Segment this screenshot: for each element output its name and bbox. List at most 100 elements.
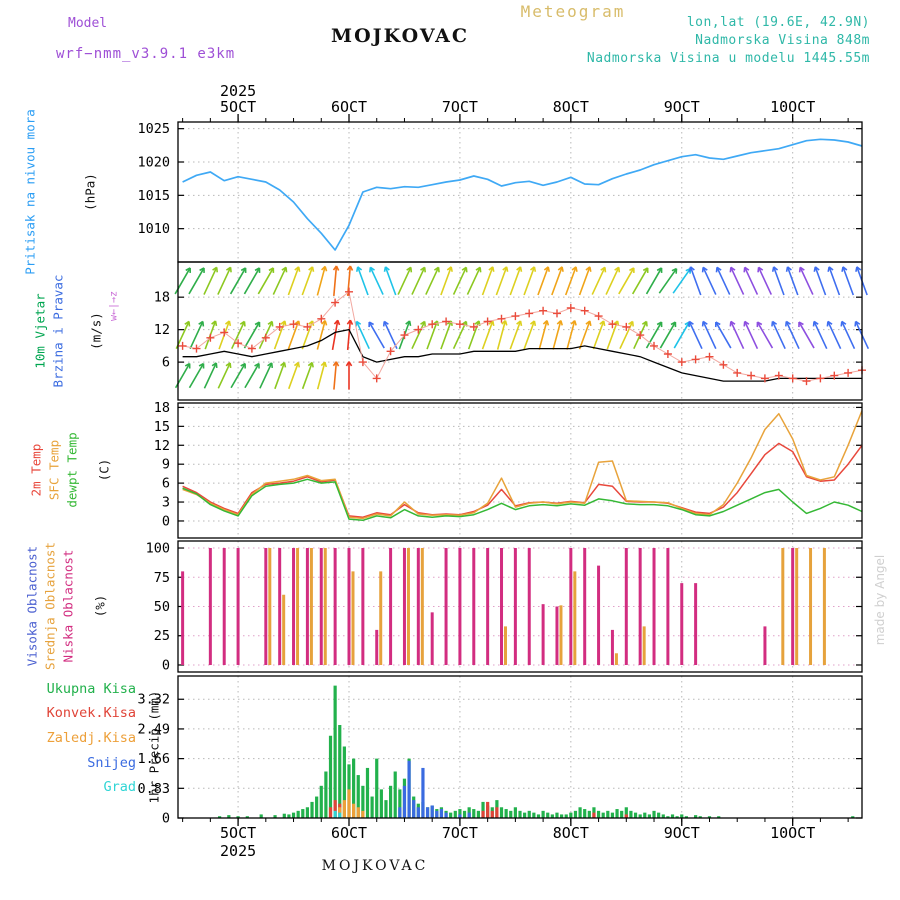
wind-barb xyxy=(842,266,855,296)
wind-barb-head xyxy=(687,321,691,327)
wind-barb-head xyxy=(345,361,350,367)
wind-barb xyxy=(716,267,731,295)
wind-barb xyxy=(257,267,275,295)
wind-barb-head xyxy=(346,265,351,271)
wind-barb xyxy=(383,321,398,349)
wind-barb-head xyxy=(405,320,411,325)
wind-barb xyxy=(814,266,827,296)
wind-barb xyxy=(369,267,384,295)
wind-barb xyxy=(316,361,326,390)
wind-barb-head xyxy=(225,266,232,271)
wind-barb-head xyxy=(333,319,339,325)
wind-barb-head xyxy=(475,266,481,271)
wind-barb-head xyxy=(600,266,606,271)
x-tick-label-bottom: 7OCT xyxy=(442,824,478,842)
wind-barb-head xyxy=(198,320,204,325)
cloud-mid-label: Srednja Oblacnost xyxy=(42,542,58,670)
wind-barb-head xyxy=(671,267,677,272)
wind-barb-head xyxy=(211,320,216,325)
model-label: Model xyxy=(68,16,108,31)
wind-barb xyxy=(538,320,548,350)
wind-barb-head xyxy=(224,320,230,325)
wind-barb-head xyxy=(280,361,285,367)
wind-barb xyxy=(715,321,732,349)
wind-barb xyxy=(188,267,205,295)
wind-barb-head xyxy=(641,320,647,325)
wind-barb-head xyxy=(827,266,830,272)
y-tick-label: 50 xyxy=(154,599,170,615)
wind-barb-head xyxy=(812,321,815,327)
wind-barb-head xyxy=(813,266,817,272)
watermark: made by Angel xyxy=(873,554,887,646)
elevation-text: Nadmorska Visina 848m xyxy=(695,33,870,48)
panel-frame xyxy=(177,402,863,539)
wind-barb xyxy=(346,265,352,296)
wind-barb-head xyxy=(254,321,260,326)
wind-barb xyxy=(425,267,440,295)
y-tick-label: 3 xyxy=(162,495,170,511)
wind-barb-head xyxy=(433,266,439,271)
wind-barb xyxy=(591,267,606,295)
wind-barb xyxy=(509,266,522,296)
wind-barb xyxy=(452,321,467,349)
y-tick-label: 1010 xyxy=(137,221,170,237)
x-tick-label-top: 8OCT xyxy=(553,98,589,116)
wind-barb xyxy=(605,267,620,295)
model-name: wrf−nmm_v3.9.1 e3km xyxy=(56,46,236,62)
wind-barb xyxy=(786,266,799,296)
wind-speed-markers xyxy=(178,287,866,386)
wind-barb xyxy=(537,266,549,296)
wind-barb-head xyxy=(198,362,204,367)
panel-pressure: 1010 1015 1020 1025 xyxy=(137,121,863,263)
x-tick-label-top: 5OCT xyxy=(220,98,256,116)
wind-barb-head xyxy=(307,361,313,367)
wind-barb-head xyxy=(474,320,480,325)
wind-barb xyxy=(618,267,635,295)
y-tick-label: 18 xyxy=(154,290,170,306)
wind-barb xyxy=(440,320,452,350)
y-tick-label: 6 xyxy=(162,476,170,492)
wind-barb xyxy=(645,267,663,295)
footer-station-title: MOJKOVAC xyxy=(321,858,429,874)
wind-barb-head xyxy=(488,320,494,325)
wind-barb-head xyxy=(211,362,217,367)
wind-barb-head xyxy=(225,362,231,367)
wind-barb-head xyxy=(841,266,844,272)
wind-barb-head xyxy=(656,321,662,326)
wind-barb xyxy=(523,266,536,296)
model-elevation-text: Nadmorska Visina u modelu 1445.55m xyxy=(586,51,870,66)
wind-barb xyxy=(772,266,785,296)
wind-barb xyxy=(552,320,562,350)
wind-barb xyxy=(659,321,677,349)
wind-barb-head xyxy=(382,321,386,327)
wind-barb-head xyxy=(599,320,605,325)
temp-2m-label: 2m Temp xyxy=(28,443,44,497)
wind-barb-head xyxy=(516,320,522,325)
temp-sfc-label: SFC Temp xyxy=(46,439,62,501)
wind-barb xyxy=(799,267,814,295)
sfc-line xyxy=(182,410,863,520)
wind-barb xyxy=(827,321,842,349)
wind-barb xyxy=(259,362,273,389)
wind-barb-head xyxy=(785,266,789,272)
wind-barb-head xyxy=(585,320,591,325)
wind-barb xyxy=(785,321,800,349)
wind-barb-head xyxy=(488,266,494,271)
wind-barb xyxy=(466,267,481,295)
wind-barb-head xyxy=(642,267,649,272)
wind-barb xyxy=(828,266,841,296)
x-tick-label-top: 7OCT xyxy=(442,98,478,116)
wind-barb xyxy=(301,362,313,390)
panel-temp: 0 3 6 9 12 15 18 xyxy=(154,400,863,539)
wind-barb-head xyxy=(267,362,273,367)
wind-barb xyxy=(356,266,369,296)
cloud-unit-label: (%) xyxy=(92,594,108,618)
wind-barb xyxy=(813,321,828,349)
y-tick-label: 6 xyxy=(162,355,170,371)
y-tick-label: 25 xyxy=(154,628,170,644)
wind-barb-head xyxy=(529,320,535,325)
wind-barb xyxy=(702,321,717,349)
x-tick-label-bottom: 6OCT xyxy=(331,824,367,842)
wind-barb xyxy=(397,267,412,295)
